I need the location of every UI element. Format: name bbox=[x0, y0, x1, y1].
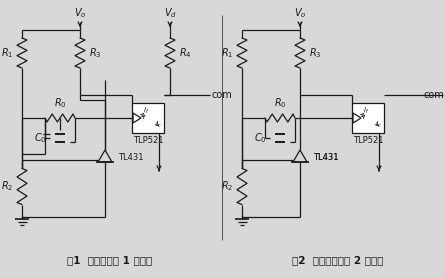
Text: TLP521: TLP521 bbox=[133, 136, 163, 145]
Text: 图2  光耦反馈的第 2 种接法: 图2 光耦反馈的第 2 种接法 bbox=[292, 255, 384, 265]
Text: $R_0$: $R_0$ bbox=[54, 96, 66, 110]
Text: $R_2$: $R_2$ bbox=[1, 180, 13, 193]
Text: $C_0$: $C_0$ bbox=[254, 131, 267, 145]
Text: $C_0$: $C_0$ bbox=[34, 131, 47, 145]
Text: TL431: TL431 bbox=[313, 153, 339, 163]
Text: $R_1$: $R_1$ bbox=[221, 46, 233, 60]
Text: $R_1$: $R_1$ bbox=[0, 46, 13, 60]
Text: 图1  光耦反馈第 1 种接法: 图1 光耦反馈第 1 种接法 bbox=[67, 255, 153, 265]
Text: $R_3$: $R_3$ bbox=[89, 46, 101, 60]
Text: $R_2$: $R_2$ bbox=[221, 180, 233, 193]
Text: $I_f$: $I_f$ bbox=[363, 106, 369, 116]
Bar bbox=[132, 103, 164, 133]
Text: $R_3$: $R_3$ bbox=[309, 46, 322, 60]
Text: com: com bbox=[212, 90, 233, 100]
Text: TLP521: TLP521 bbox=[353, 136, 383, 145]
Text: TL431: TL431 bbox=[313, 153, 339, 163]
Text: $V_d$: $V_d$ bbox=[163, 6, 177, 20]
Text: $R_4$: $R_4$ bbox=[179, 46, 192, 60]
Text: $I_f$: $I_f$ bbox=[143, 106, 149, 116]
Bar bbox=[352, 103, 384, 133]
Text: $R_0$: $R_0$ bbox=[274, 96, 286, 110]
Text: $V_o$: $V_o$ bbox=[74, 6, 86, 20]
Text: TL431: TL431 bbox=[118, 153, 143, 163]
Text: $I_c$: $I_c$ bbox=[155, 120, 162, 130]
Text: $I_c$: $I_c$ bbox=[375, 120, 382, 130]
Text: $V_o$: $V_o$ bbox=[294, 6, 306, 20]
Text: com: com bbox=[423, 90, 444, 100]
